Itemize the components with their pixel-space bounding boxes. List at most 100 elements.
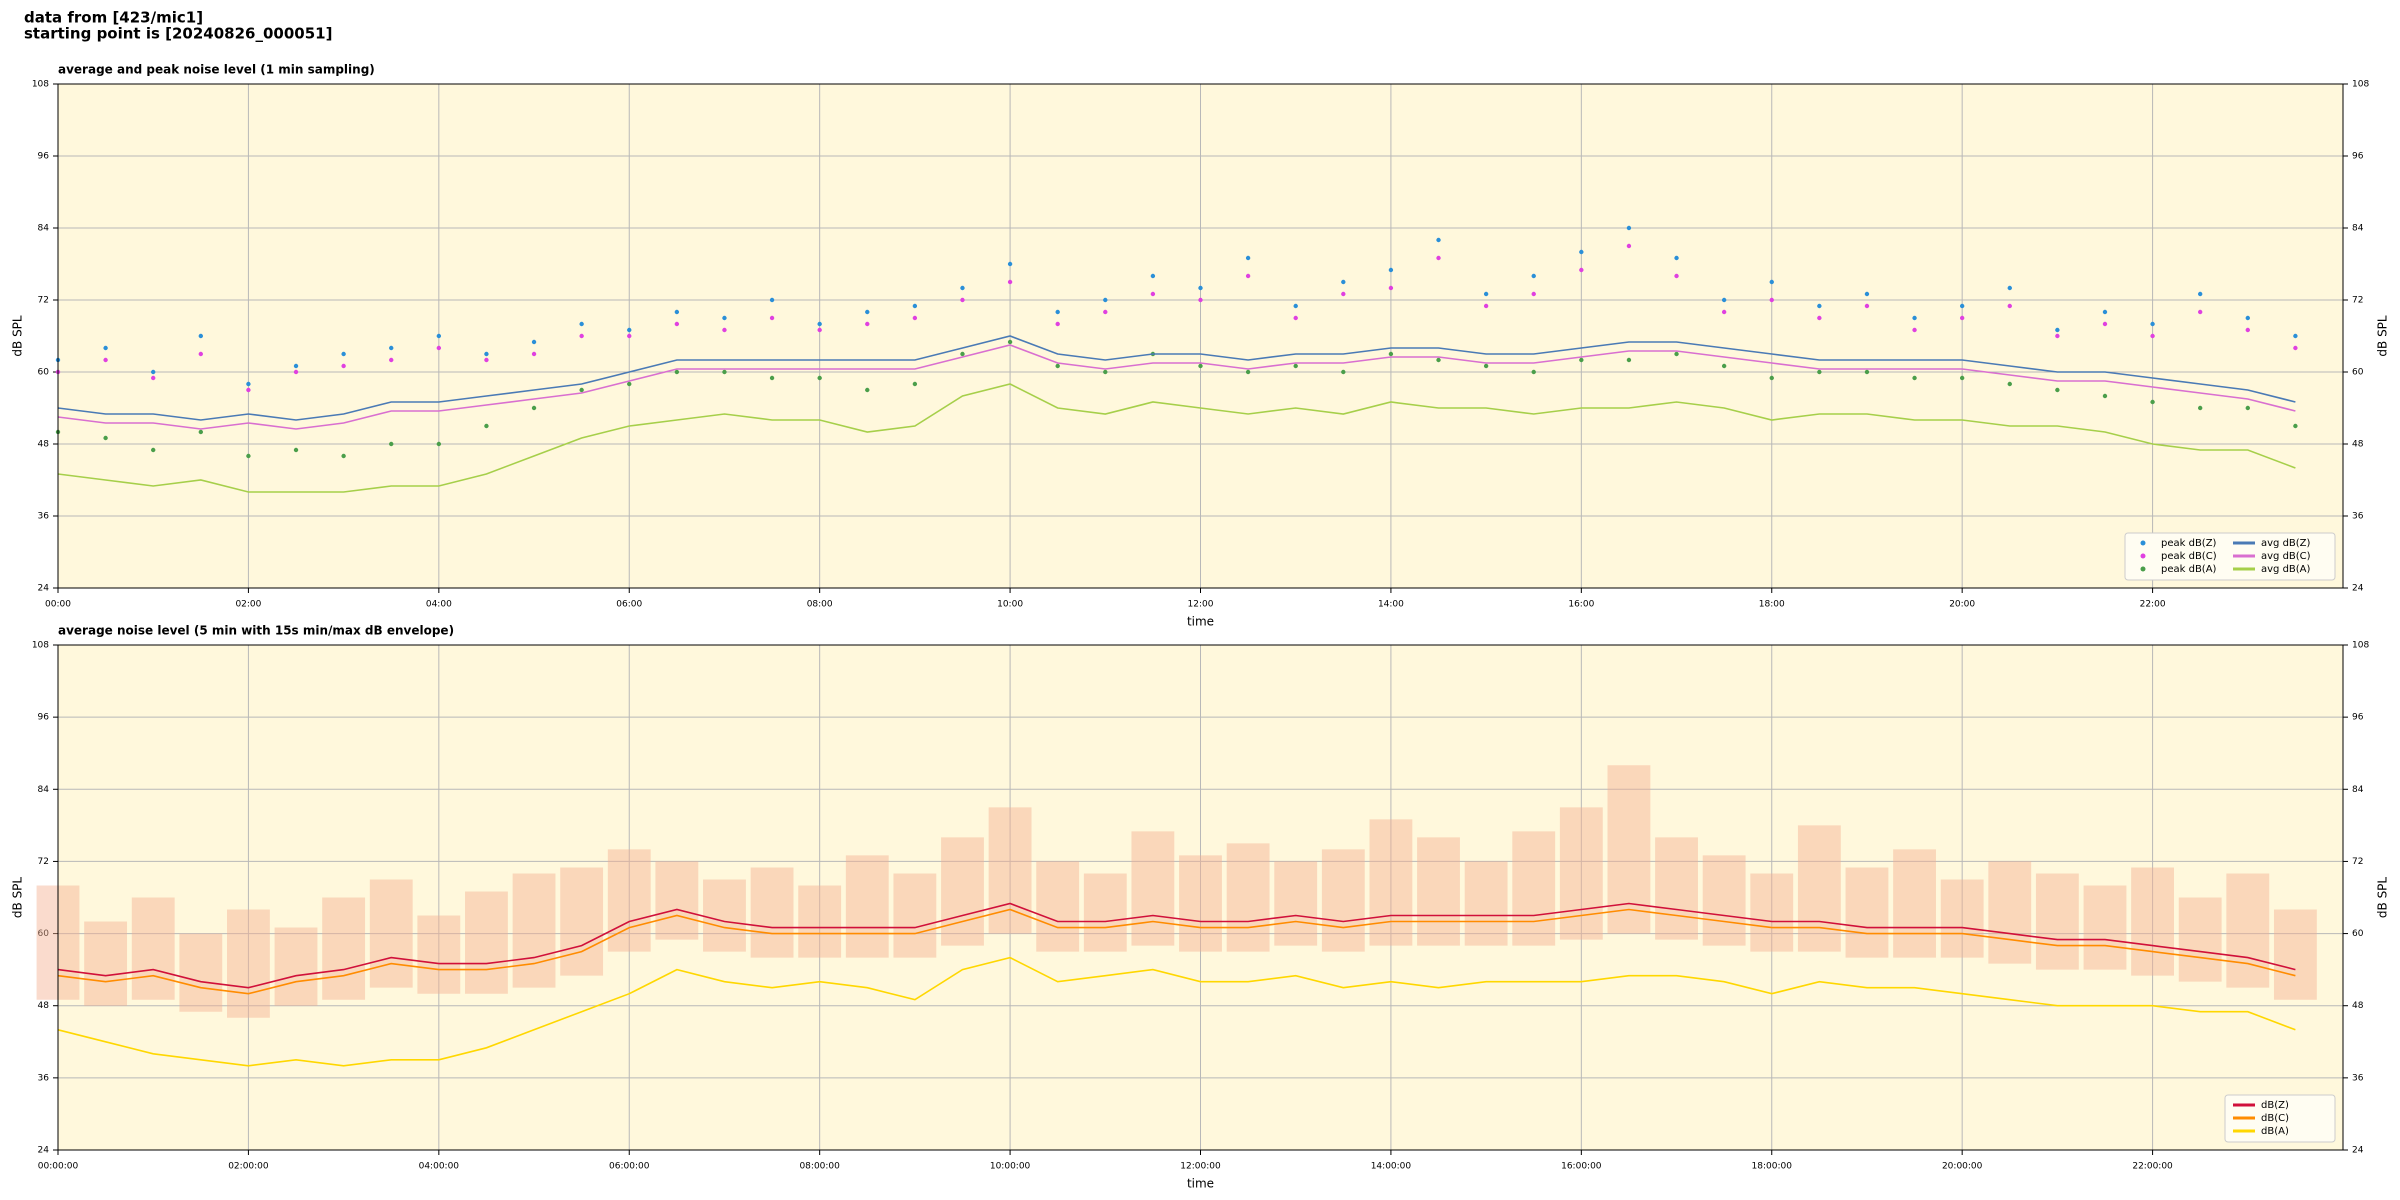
y-tick-label: 48 [38, 1001, 50, 1011]
peak-point [436, 441, 442, 447]
peak-point [1626, 357, 1632, 363]
peak-point [769, 297, 775, 303]
peak-point [103, 345, 108, 351]
peak-point [2055, 327, 2060, 333]
peak-point [1341, 369, 1346, 375]
legend-label: avg dB(Z) [2261, 538, 2311, 549]
peak-point [1769, 279, 1774, 285]
peak-point [1245, 255, 1251, 261]
peak-point [674, 309, 680, 315]
y-tick-label: 108 [32, 641, 49, 651]
peak-point [865, 387, 870, 393]
peak-point [1674, 351, 1679, 357]
y2-tick-label: 72 [2352, 857, 2363, 867]
peak-point [579, 387, 584, 393]
peak-point [1912, 327, 1917, 333]
x-tick-label: 08:00 [807, 600, 833, 610]
peak-point [2102, 309, 2108, 315]
y-tick-label: 24 [38, 584, 50, 594]
peak-point [1245, 273, 1251, 279]
x-tick-label: 02:00 [235, 600, 261, 610]
peak-point [246, 387, 251, 393]
peak-point [1007, 261, 1013, 267]
peak-point [1103, 309, 1108, 315]
peak-point [246, 381, 251, 387]
peak-point [1388, 285, 1394, 291]
peak-point [1245, 369, 1251, 375]
peak-point [1769, 375, 1774, 381]
x-tick-label: 20:00 [1949, 600, 1975, 610]
peak-point [1864, 291, 1870, 297]
peak-point [103, 357, 108, 363]
peak-point [1579, 267, 1584, 273]
peak-point [2102, 393, 2108, 399]
peak-point [1388, 267, 1394, 273]
plot-frame [57, 644, 2344, 1151]
peak-point [293, 369, 299, 375]
peak-point [1198, 285, 1203, 291]
peak-point [2055, 333, 2060, 339]
legend-marker [2140, 553, 2146, 559]
y-tick-label: 72 [38, 296, 49, 306]
peak-point [2245, 315, 2250, 321]
peak-point [1626, 225, 1632, 231]
x-axis-label: time [1187, 615, 1214, 629]
x-tick-label: 22:00 [2140, 600, 2166, 610]
peak-point [722, 327, 727, 333]
peak-point [1579, 249, 1584, 255]
line-series [57, 383, 2296, 493]
peak-point [627, 333, 632, 339]
peak-point [2245, 327, 2250, 333]
line-series [57, 956, 2296, 1067]
peak-point [484, 423, 489, 429]
y2-tick-label: 60 [2352, 368, 2364, 378]
peak-point [246, 453, 251, 459]
y2-tick-label: 108 [2352, 641, 2369, 651]
peak-point [1055, 309, 1060, 315]
peak-point [1626, 243, 1632, 249]
y2-tick-label: 60 [2352, 929, 2364, 939]
y2-axis-label: dB SPL [2376, 877, 2390, 919]
peak-point [960, 297, 965, 303]
peak-point [293, 447, 299, 453]
x-tick-label: 14:00:00 [1371, 1162, 1412, 1172]
peak-point [531, 351, 537, 357]
peak-point [531, 339, 537, 345]
y-tick-label: 60 [38, 368, 50, 378]
peak-point [2293, 423, 2298, 429]
peak-point [389, 357, 394, 363]
legend-marker [2140, 540, 2146, 546]
peak-point [1103, 369, 1108, 375]
peak-point [389, 345, 394, 351]
peak-point [912, 381, 918, 387]
peak-point [341, 453, 346, 459]
peak-point [912, 315, 918, 321]
y-tick-label: 36 [38, 512, 50, 522]
peak-point [1959, 315, 1965, 321]
y-tick-label: 108 [32, 80, 49, 90]
y-axis-label: dB SPL [11, 877, 25, 919]
y-tick-label: 72 [38, 857, 49, 867]
y-tick-label: 60 [38, 929, 50, 939]
peak-point [722, 369, 727, 375]
y2-axis-label: dB SPL [2376, 315, 2390, 357]
x-tick-label: 22:00:00 [2132, 1162, 2173, 1172]
peak-point [1007, 339, 1013, 345]
peak-point [1436, 237, 1441, 243]
peak-point [2007, 381, 2012, 387]
peak-point [1531, 273, 1536, 279]
peak-point [2055, 387, 2060, 393]
peak-point [769, 375, 775, 381]
peak-point [1055, 363, 1060, 369]
line-series [57, 908, 2296, 995]
peak-point [1436, 357, 1441, 363]
y-tick-label: 96 [38, 152, 50, 162]
x-tick-label: 06:00 [616, 600, 642, 610]
peak-point [627, 327, 632, 333]
peak-point [341, 363, 346, 369]
peak-point [1436, 255, 1441, 261]
peak-point [2245, 405, 2250, 411]
peak-point [1959, 375, 1965, 381]
peak-point [531, 405, 537, 411]
